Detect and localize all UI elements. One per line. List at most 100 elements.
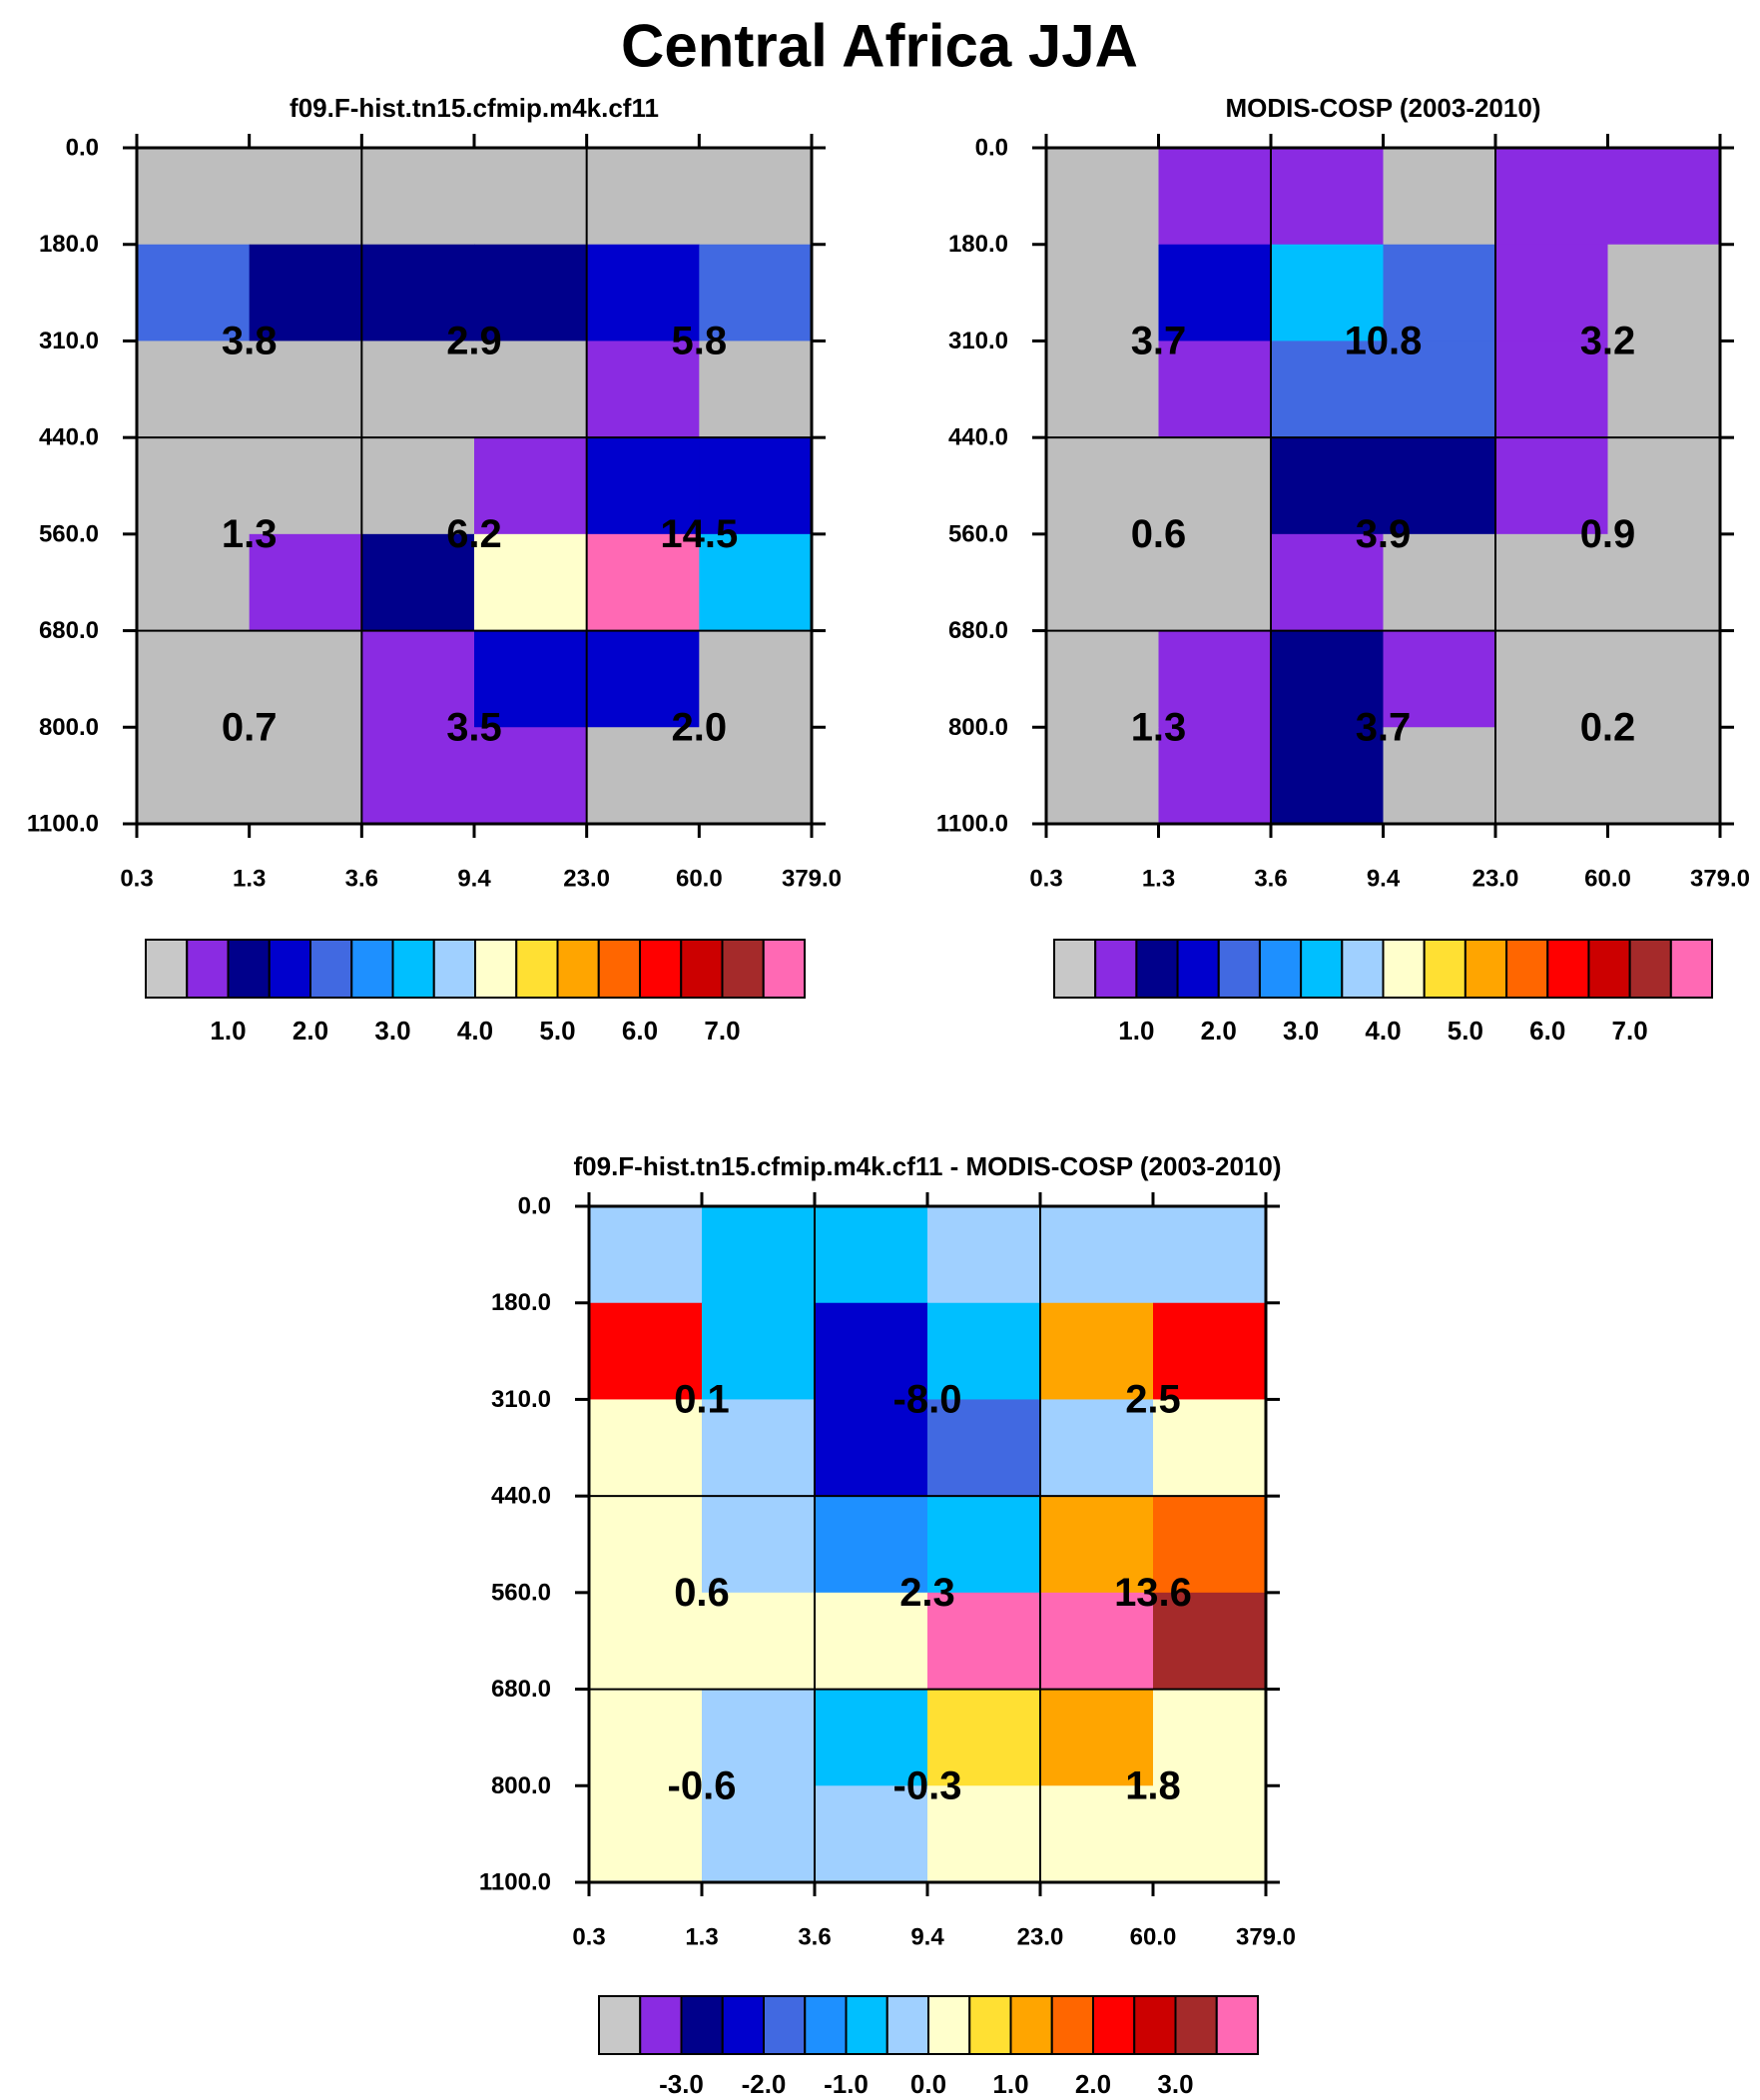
heatmap-cell: [1495, 148, 1608, 246]
box-value-label: -0.3: [893, 1763, 962, 1807]
heatmap-cell: [1383, 148, 1496, 246]
y-tick-label: 800.0: [948, 714, 1008, 741]
heatmap-cell: [1046, 437, 1159, 535]
heatmap-cell: [702, 1302, 816, 1400]
heatmap-cell: [702, 1206, 816, 1304]
colorbar-box: [1094, 939, 1138, 999]
panel-title: f09.F-hist.tn15.cfmip.m4k.cf11: [290, 93, 659, 123]
y-tick-label: 800.0: [491, 1772, 551, 1799]
heatmap-cell: [474, 727, 588, 825]
colorbar-box: [556, 939, 600, 999]
heatmap-cell: [1495, 727, 1608, 825]
heatmap-cell: [589, 1399, 703, 1497]
colorbar-box: [1464, 939, 1508, 999]
heatmap-cell: [1040, 1206, 1154, 1304]
heatmap-cell: [1383, 727, 1496, 825]
heatmap-cell: [589, 1206, 703, 1304]
heatmap-cell: [1495, 244, 1608, 342]
heatmap-cell: [474, 630, 588, 728]
y-tick-label: 440.0: [39, 424, 99, 451]
x-tick-label: 60.0: [1130, 1924, 1177, 1951]
box-value-label: 3.7: [1131, 319, 1187, 362]
colorbar-box: [845, 1995, 888, 2055]
heatmap-cell: [1153, 1592, 1267, 1691]
y-tick-label: 440.0: [948, 424, 1008, 451]
x-tick-label: 3.6: [1254, 866, 1287, 893]
colorbar-label: 2.0: [293, 1016, 328, 1046]
y-tick-label: 680.0: [39, 617, 99, 644]
heatmap-cell: [1383, 341, 1496, 438]
y-tick-label: 0.0: [975, 135, 1008, 162]
box-value-label: 2.5: [1125, 1377, 1181, 1421]
y-tick-label: 310.0: [948, 328, 1008, 354]
colorbar-box: [639, 939, 683, 999]
x-tick-label: 9.4: [910, 1924, 944, 1951]
x-tick-label: 1.3: [233, 866, 266, 893]
heatmap-cell: [699, 244, 813, 342]
box-value-label: 1.3: [222, 512, 278, 556]
heatmap-cell: [699, 148, 813, 246]
box-value-label: 1.3: [1131, 705, 1187, 749]
heatmap-cell: [249, 727, 362, 825]
heatmap-cell: [1271, 437, 1384, 535]
box-value-label: 0.6: [674, 1571, 730, 1615]
colorbar-box: [1587, 939, 1631, 999]
heatmap-cell: [1271, 630, 1384, 728]
colorbar-box: [145, 939, 189, 999]
heatmap-cell: [249, 244, 362, 342]
colorbar-box: [1092, 1995, 1136, 2055]
heatmap-cell: [815, 1206, 928, 1304]
heatmap-cell: [137, 727, 251, 825]
box-value-label: 3.2: [1580, 319, 1636, 362]
colorbar: 1.0 2.0 3.0 4.0 5.0 6.0 7.0: [145, 939, 806, 1046]
heatmap-cell: [1383, 630, 1496, 728]
colorbar-box: [432, 939, 476, 999]
heatmap-cell: [699, 630, 813, 728]
heatmap-cell: [474, 533, 588, 632]
colorbar-box: [474, 939, 518, 999]
box-value-label: 10.8: [1345, 319, 1423, 362]
x-tick-label: 60.0: [676, 866, 723, 893]
heatmap-cell: [1158, 244, 1272, 342]
x-tick-label: 9.4: [457, 866, 491, 893]
x-tick-label: 379.0: [1236, 1924, 1296, 1951]
y-tick-label: 1100.0: [936, 811, 1008, 838]
heatmap-cell: [1040, 1399, 1154, 1497]
heatmap-cell: [586, 533, 700, 632]
heatmap-cell: [586, 341, 700, 438]
heatmap-cell: [589, 1496, 703, 1594]
heatmap-cell: [1153, 1785, 1267, 1883]
colorbar-label: 3.0: [374, 1016, 410, 1046]
heatmap-cell: [361, 244, 475, 342]
y-tick-label: 560.0: [39, 520, 99, 547]
colorbar-label: 1.0: [210, 1016, 246, 1046]
heatmap-cell: [137, 437, 251, 535]
colorbar-label: 4.0: [457, 1016, 493, 1046]
heatmap-cell: [1383, 244, 1496, 342]
x-tick-label: 379.0: [782, 866, 842, 893]
colorbar-label: 3.0: [1157, 2069, 1193, 2099]
x-tick-label: 1.3: [1142, 866, 1175, 893]
colorbar-box: [1423, 939, 1467, 999]
heatmap-cell: [815, 1689, 928, 1786]
heatmap-cell: [1607, 244, 1721, 342]
y-tick-label: 180.0: [39, 231, 99, 258]
box-value-label: 2.9: [446, 319, 502, 362]
colorbar-label: 6.0: [622, 1016, 658, 1046]
heatmap-cell: [1495, 630, 1608, 728]
box-value-label: 0.7: [222, 705, 278, 749]
colorbar-label: 1.0: [992, 2069, 1028, 2099]
heatmap-cell: [1153, 1399, 1267, 1497]
heatmap-cell: [927, 1399, 1041, 1497]
colorbar-box: [763, 1995, 807, 2055]
colorbar-box: [885, 1995, 929, 2055]
heatmap-cell: [137, 341, 251, 438]
heatmap-cell: [1153, 1302, 1267, 1400]
colorbar-box: [186, 939, 230, 999]
box-value-label: 6.2: [446, 512, 502, 556]
colorbar-box: [268, 939, 311, 999]
heatmap-cell: [699, 727, 813, 825]
heatmap-cell: [249, 437, 362, 535]
heatmap-cell: [1495, 533, 1608, 632]
colorbar-box: [927, 1995, 971, 2055]
